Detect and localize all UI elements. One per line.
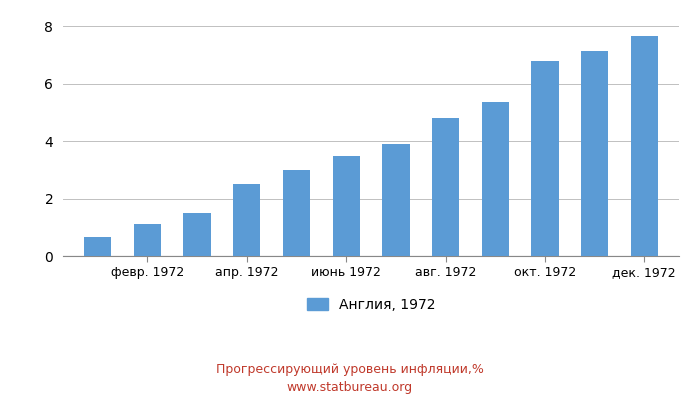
Bar bbox=[581, 51, 608, 256]
Bar bbox=[84, 237, 111, 256]
Bar bbox=[482, 102, 509, 256]
Bar bbox=[432, 118, 459, 256]
Bar bbox=[183, 213, 211, 256]
Bar bbox=[631, 36, 658, 256]
Bar bbox=[283, 170, 310, 256]
Legend: Англия, 1972: Англия, 1972 bbox=[301, 292, 441, 317]
Bar bbox=[134, 224, 161, 256]
Text: Прогрессирующий уровень инфляции,%: Прогрессирующий уровень инфляции,% bbox=[216, 364, 484, 376]
Bar bbox=[382, 144, 410, 256]
Bar bbox=[233, 184, 260, 256]
Bar bbox=[332, 156, 360, 256]
Bar bbox=[531, 61, 559, 256]
Text: www.statbureau.org: www.statbureau.org bbox=[287, 382, 413, 394]
